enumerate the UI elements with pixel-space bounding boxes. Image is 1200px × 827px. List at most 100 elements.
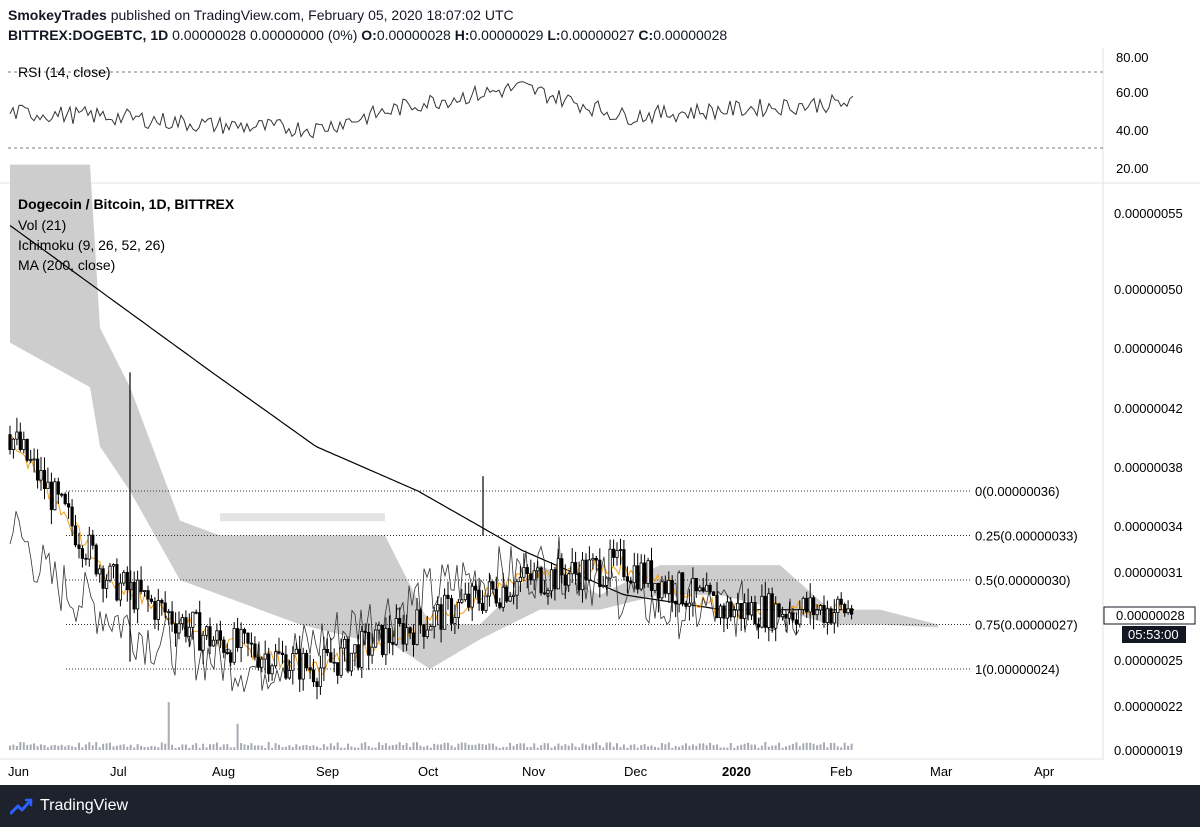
- candle-body[interactable]: [356, 644, 360, 668]
- candle-body[interactable]: [536, 567, 540, 572]
- candle-body[interactable]: [515, 581, 519, 596]
- candle-body[interactable]: [656, 583, 661, 599]
- candle-body[interactable]: [322, 649, 326, 669]
- candle-body[interactable]: [122, 572, 126, 584]
- candle-body[interactable]: [42, 469, 47, 489]
- candle-body[interactable]: [570, 562, 574, 575]
- candle-body[interactable]: [567, 573, 571, 586]
- candle-body[interactable]: [260, 658, 264, 668]
- candle-body[interactable]: [46, 481, 50, 489]
- candle-body[interactable]: [636, 565, 640, 590]
- candle-body[interactable]: [701, 587, 705, 592]
- candle-body[interactable]: [301, 652, 305, 680]
- candle-body[interactable]: [39, 469, 43, 481]
- candle-body[interactable]: [98, 568, 102, 575]
- chart-canvas[interactable]: RSI (14, close) 80.00 60.00 40.00 20.00 …: [0, 48, 1200, 785]
- candle-body[interactable]: [753, 602, 757, 625]
- candle-body[interactable]: [670, 580, 674, 602]
- candle-body[interactable]: [429, 626, 433, 631]
- candle-body[interactable]: [484, 595, 488, 611]
- candle-body[interactable]: [643, 562, 647, 584]
- candle-body[interactable]: [732, 609, 736, 618]
- last-price-marker[interactable]: 0.00000028 05:53:00: [1103, 606, 1196, 643]
- candle-body[interactable]: [204, 626, 209, 636]
- candle-body[interactable]: [681, 572, 685, 604]
- candle-body[interactable]: [139, 579, 143, 592]
- candle-body[interactable]: [125, 572, 129, 591]
- candle-body[interactable]: [832, 612, 836, 624]
- candle-body[interactable]: [384, 628, 388, 656]
- candle-body[interactable]: [577, 572, 581, 591]
- candle-body[interactable]: [73, 525, 78, 546]
- candle-body[interactable]: [342, 639, 347, 649]
- candle-body[interactable]: [505, 586, 509, 602]
- candle-body[interactable]: [401, 623, 405, 645]
- candle-body[interactable]: [625, 576, 630, 582]
- candle-body[interactable]: [463, 593, 467, 601]
- candle-body[interactable]: [8, 434, 12, 451]
- candle-body[interactable]: [398, 618, 402, 624]
- candle-body[interactable]: [198, 612, 202, 651]
- candle-body[interactable]: [560, 558, 564, 576]
- candle-body[interactable]: [315, 681, 319, 687]
- candle-body[interactable]: [460, 599, 464, 603]
- candle-body[interactable]: [32, 458, 36, 461]
- candle-body[interactable]: [553, 569, 557, 590]
- candle-body[interactable]: [111, 564, 116, 567]
- candle-body[interactable]: [663, 581, 667, 594]
- candle-body[interactable]: [63, 493, 67, 505]
- candle-body[interactable]: [708, 584, 712, 593]
- candle-body[interactable]: [756, 623, 761, 628]
- candle-body[interactable]: [687, 602, 692, 607]
- candle-body[interactable]: [208, 626, 212, 647]
- candle-body[interactable]: [370, 646, 374, 656]
- candle-body[interactable]: [284, 654, 288, 679]
- candle-body[interactable]: [518, 576, 523, 582]
- candle-body[interactable]: [194, 611, 198, 614]
- candle-body[interactable]: [491, 581, 495, 590]
- candle-body[interactable]: [173, 623, 178, 634]
- candle-body[interactable]: [363, 630, 367, 633]
- candle-body[interactable]: [291, 653, 295, 671]
- price-scale[interactable]: 0.00000055 0.00000050 0.00000046 0.00000…: [1114, 206, 1183, 758]
- candle-body[interactable]: [608, 548, 612, 579]
- candle-body[interactable]: [660, 581, 664, 599]
- candle-body[interactable]: [346, 639, 350, 672]
- candle-body[interactable]: [587, 559, 592, 581]
- candle-body[interactable]: [287, 670, 292, 679]
- candle-body[interactable]: [480, 602, 485, 611]
- candle-body[interactable]: [439, 604, 443, 630]
- candle-body[interactable]: [60, 493, 64, 496]
- candle-body[interactable]: [767, 593, 771, 628]
- candle-body[interactable]: [332, 661, 336, 664]
- candle-body[interactable]: [184, 617, 188, 637]
- candle-body[interactable]: [494, 588, 498, 604]
- candle-body[interactable]: [605, 577, 609, 586]
- candle-body[interactable]: [80, 548, 84, 559]
- candle-body[interactable]: [246, 632, 250, 644]
- candle-body[interactable]: [115, 564, 119, 601]
- candle-body[interactable]: [539, 567, 543, 594]
- candle-body[interactable]: [360, 630, 364, 668]
- candle-body[interactable]: [56, 481, 60, 495]
- candle-body[interactable]: [191, 611, 195, 628]
- candle-body[interactable]: [667, 580, 671, 594]
- candle-body[interactable]: [763, 595, 767, 628]
- candle-body[interactable]: [267, 653, 271, 675]
- candle-body[interactable]: [846, 608, 850, 614]
- candle-body[interactable]: [325, 649, 329, 654]
- candle-body[interactable]: [746, 602, 750, 616]
- candle-body[interactable]: [594, 558, 598, 561]
- candle-body[interactable]: [546, 590, 550, 594]
- candle-body[interactable]: [639, 562, 643, 590]
- candle-body[interactable]: [549, 569, 554, 592]
- candle-body[interactable]: [770, 593, 774, 629]
- candle-body[interactable]: [787, 612, 792, 619]
- candle-body[interactable]: [304, 652, 309, 669]
- candle-body[interactable]: [336, 662, 340, 676]
- candle-body[interactable]: [242, 629, 247, 634]
- candle-body[interactable]: [329, 652, 333, 663]
- candle-body[interactable]: [691, 578, 695, 604]
- time-axis[interactable]: Jun Jul Aug Sep Oct Nov Dec 2020 Feb Mar…: [8, 764, 1055, 779]
- candle-body[interactable]: [805, 597, 809, 613]
